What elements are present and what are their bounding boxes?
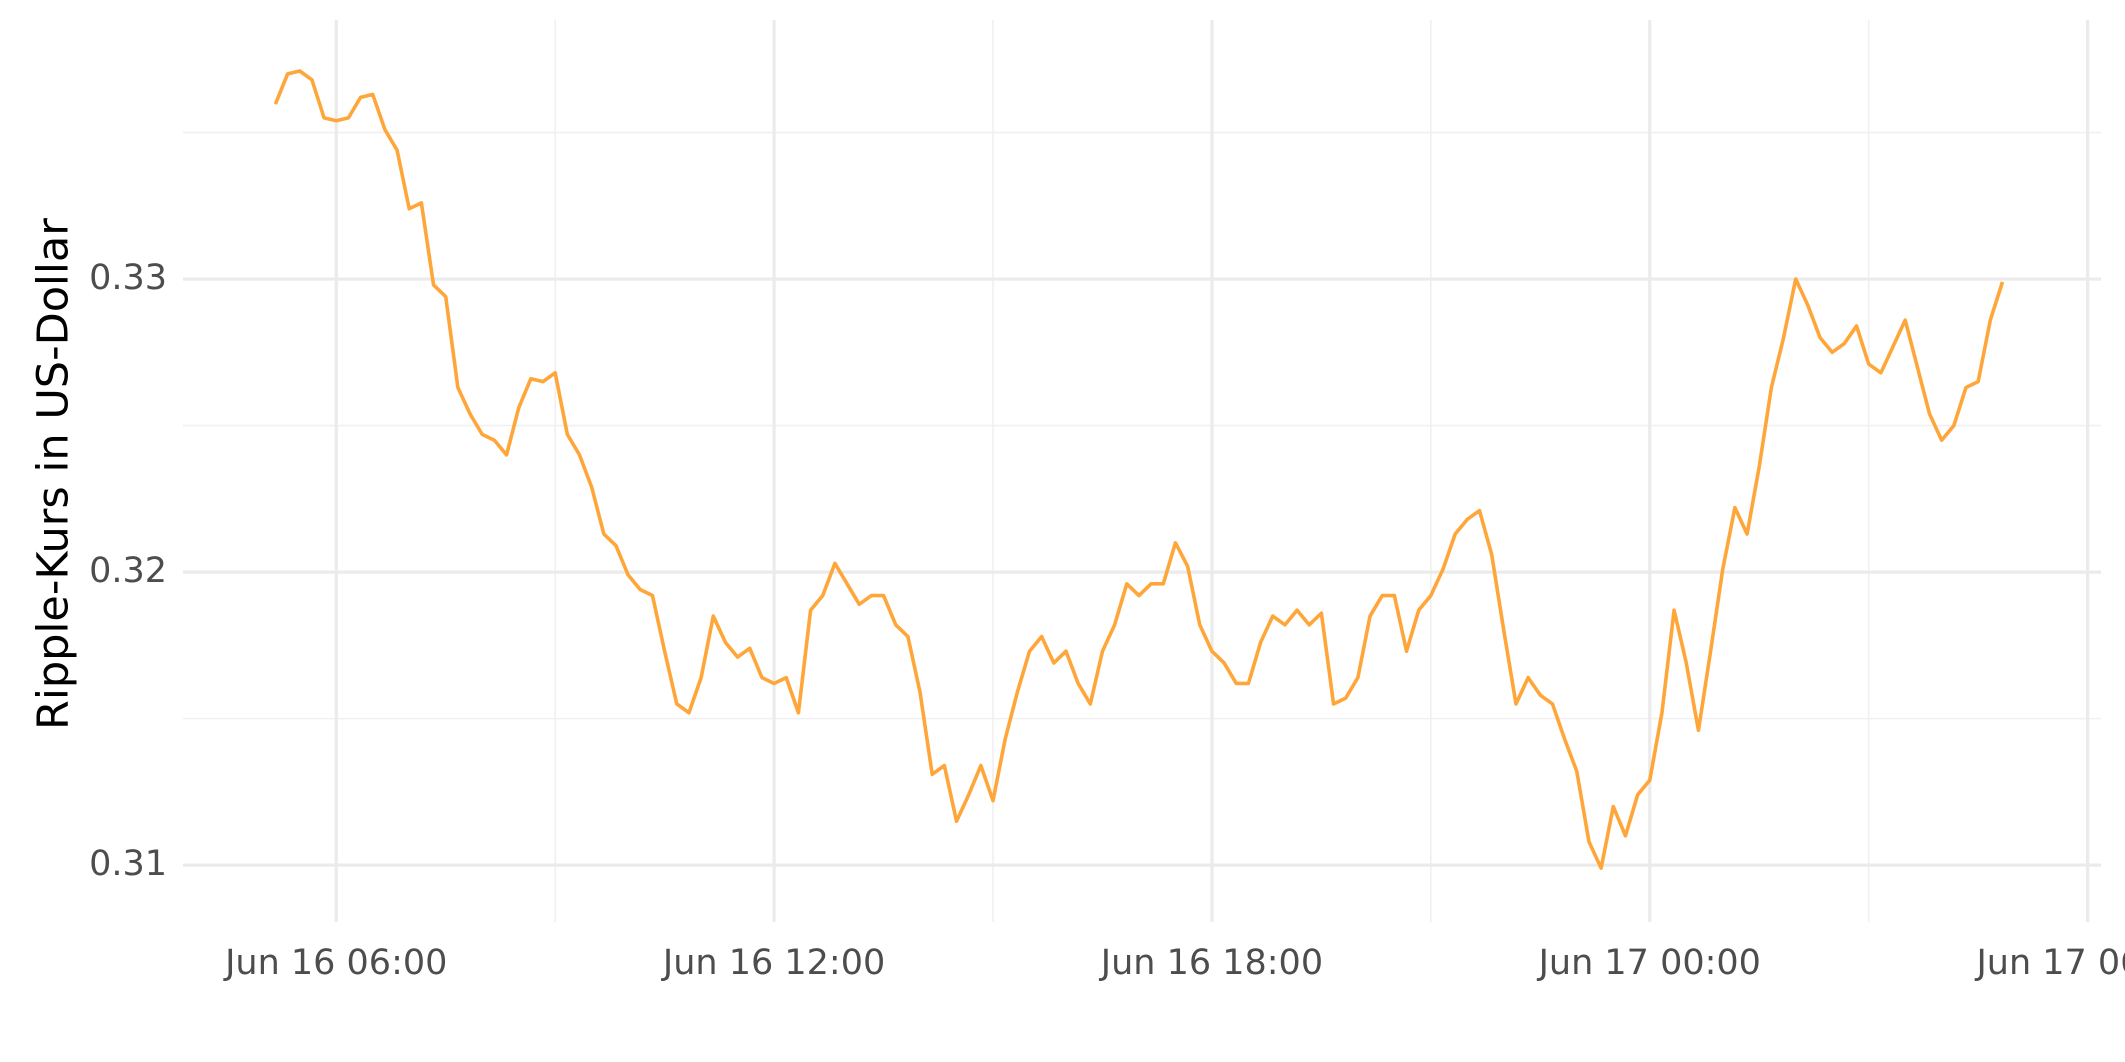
x-tick-label: Jun 16 18:00 <box>1099 943 1323 983</box>
x-tick-label: Jun 17 06:00 <box>1974 943 2125 983</box>
grid <box>183 20 2101 922</box>
plot-area <box>273 69 2005 870</box>
x-tick-label: Jun 17 00:00 <box>1537 943 1761 983</box>
y-tick-label: 0.31 <box>89 844 167 884</box>
y-tick-label: 0.32 <box>89 551 167 591</box>
y-axis-title: Ripple-Kurs in US-Dollar <box>29 218 79 730</box>
price-line <box>273 69 2005 870</box>
x-tick-label: Jun 16 06:00 <box>223 943 447 983</box>
y-tick-label: 0.33 <box>89 258 167 298</box>
x-tick-label: Jun 16 12:00 <box>661 943 885 983</box>
